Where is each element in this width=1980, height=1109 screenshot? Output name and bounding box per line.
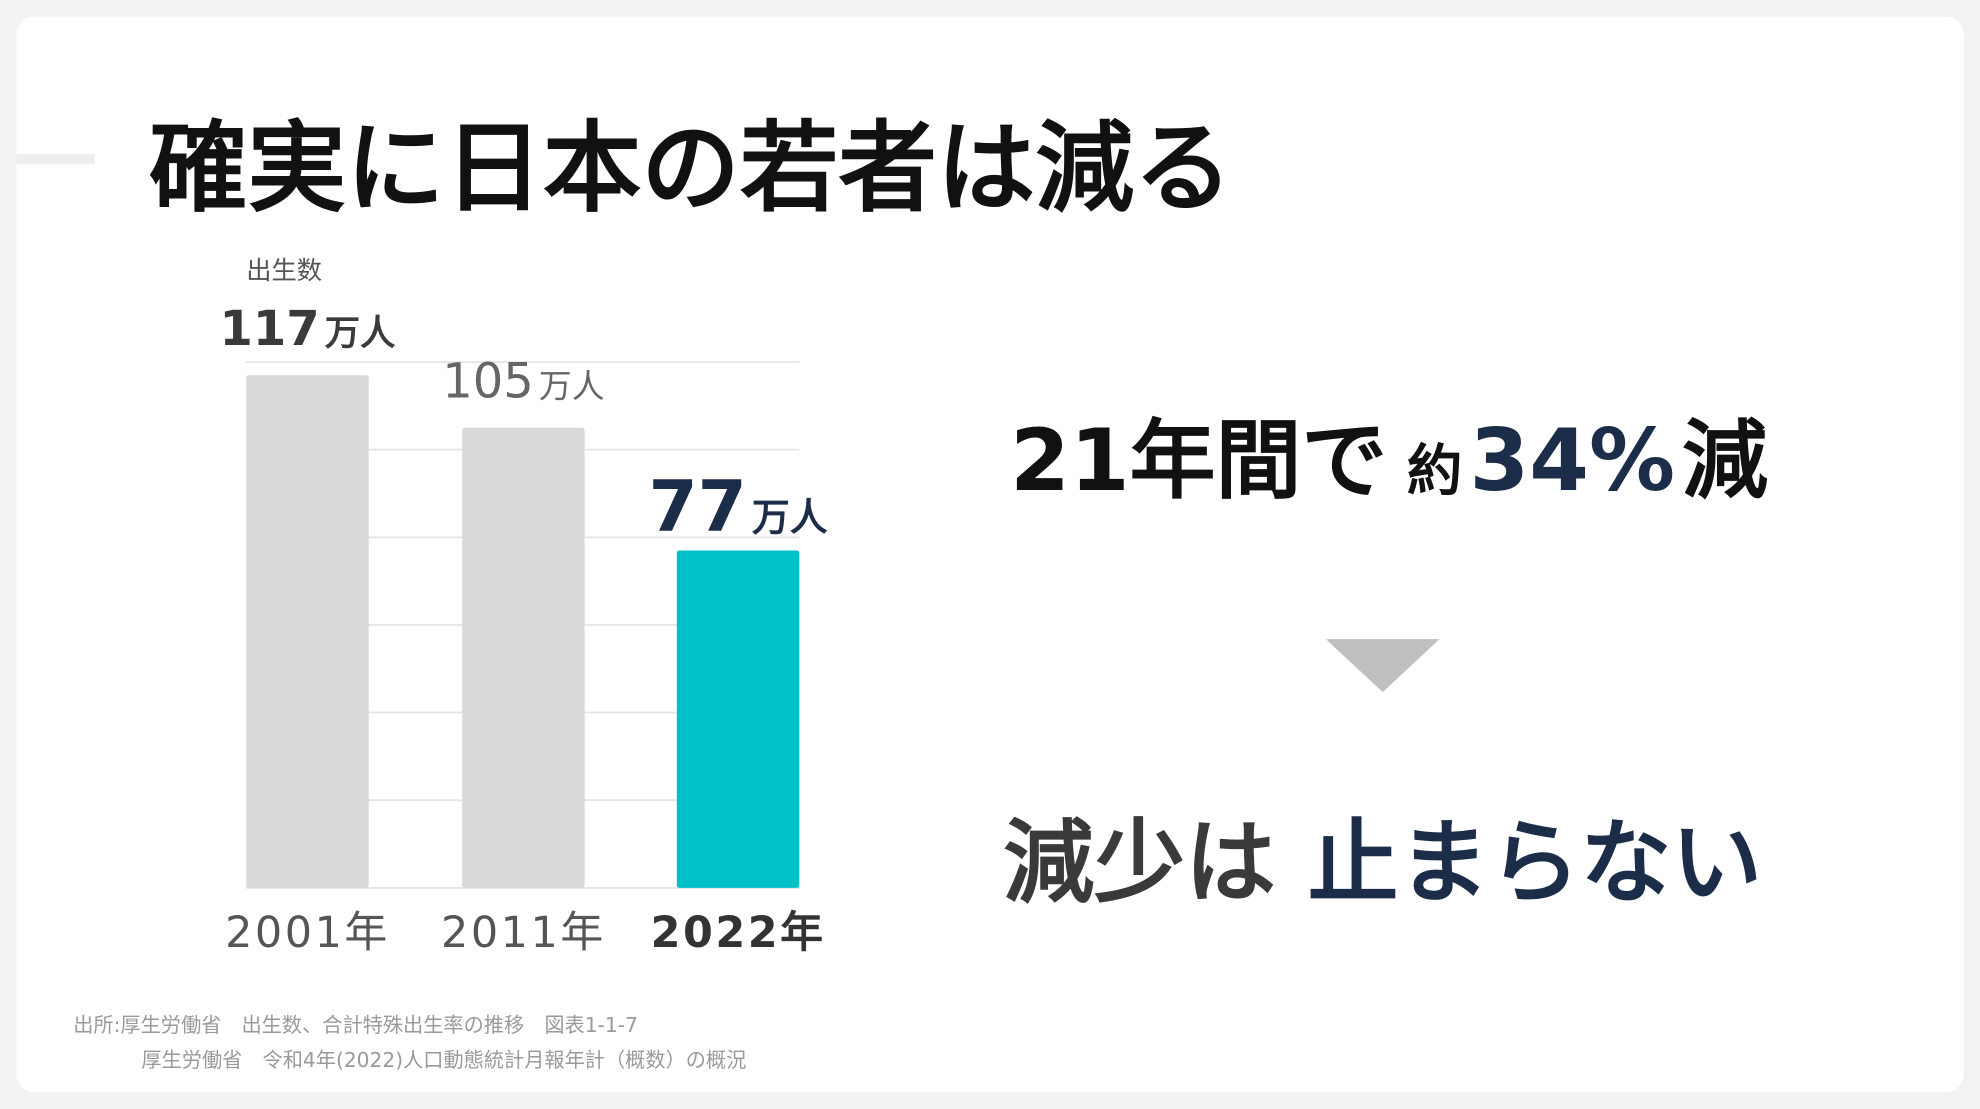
source: 出所:厚生労働省 出生数、合計特殊出生率の推移 図表1-1-7	[73, 1013, 638, 1037]
headline-part: 減	[1682, 411, 1768, 511]
headline-part: 34%	[1469, 411, 1675, 511]
headline: 21年間で 約 34% 減	[1010, 411, 1768, 511]
chart: 2001年 117 万人 2011年 105 万人 2022年 77 万人	[220, 301, 828, 958]
conclusion: 減少は 止まらない	[1003, 811, 1762, 916]
bar	[462, 427, 585, 888]
conclusion-part: 止まらない	[1308, 811, 1763, 916]
x-tick-label: 2011年	[441, 908, 606, 958]
down-arrow	[1325, 639, 1440, 693]
x-tick-label: 2022年	[651, 908, 826, 958]
headline-part: 21年間で	[1010, 411, 1387, 511]
headline-part: 約	[1407, 439, 1463, 504]
value-label: 117 万人	[220, 301, 397, 357]
bar	[676, 550, 800, 888]
value-label: 105 万人	[442, 353, 604, 409]
value-label: 77 万人	[648, 464, 827, 547]
axis-label: 出生数	[246, 256, 322, 285]
source: 厚生労働省 令和4年(2022)人口動態統計月報年計（概数）の概況	[141, 1048, 746, 1072]
bar	[246, 375, 369, 888]
slide-title: 確実に日本の若者は減る	[149, 112, 1232, 226]
conclusion-part: 減少は	[1003, 811, 1276, 916]
x-tick-label: 2001年	[225, 908, 390, 958]
